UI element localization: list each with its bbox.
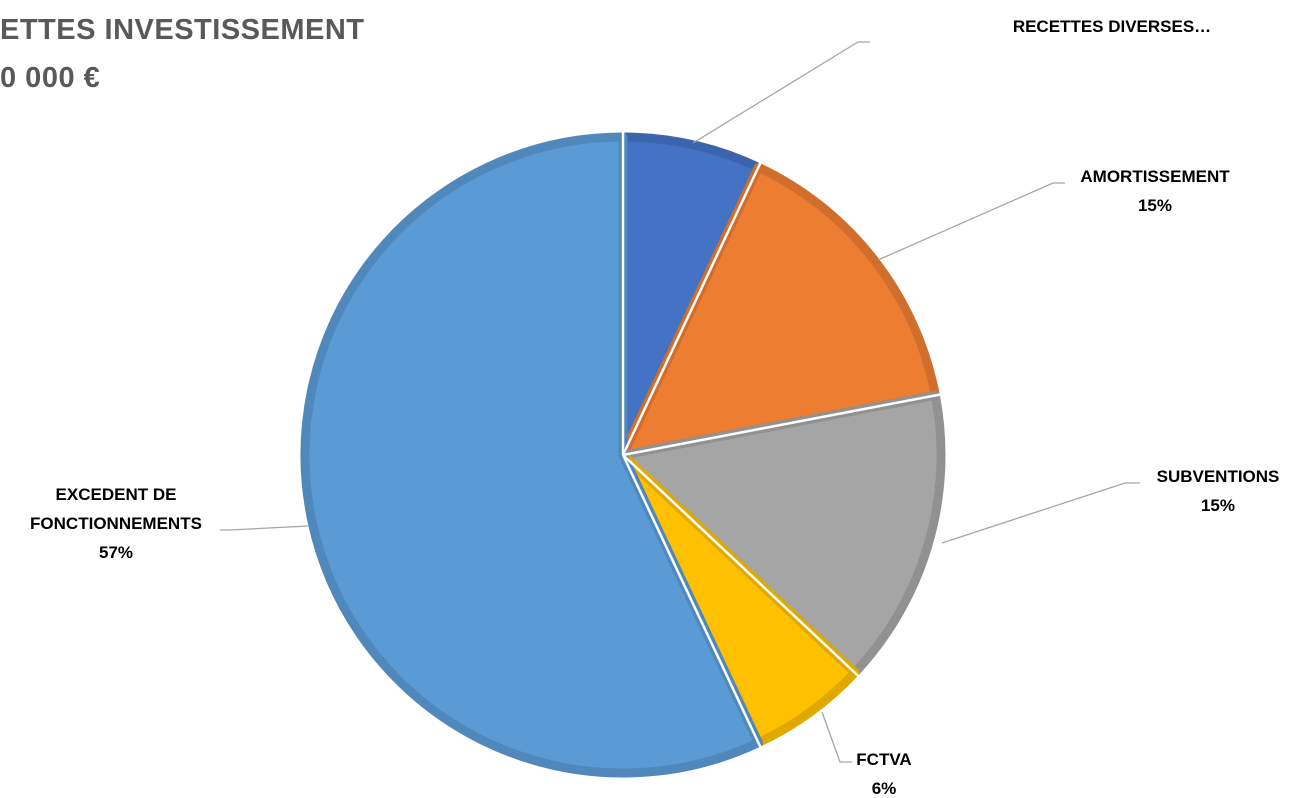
label-category: FCTVA bbox=[856, 750, 912, 769]
label-value: 15% bbox=[1200, 496, 1236, 515]
data-label: AMORTISSEMENT 15% bbox=[1080, 162, 1229, 220]
slice-separator bbox=[622, 393, 941, 457]
label-value: 15% bbox=[1137, 196, 1173, 215]
slice-separator bbox=[621, 162, 762, 456]
label-category: RECETTES DIVERSES… bbox=[1012, 17, 1212, 36]
label-value: 57% bbox=[98, 543, 134, 562]
pie-slice bbox=[618, 390, 946, 678]
label-category: EXCEDENT DE FONCTIONNEMENTS bbox=[30, 485, 202, 533]
pie-slice bbox=[618, 162, 940, 460]
slice-separator bbox=[621, 454, 762, 748]
data-label: EXCEDENT DE FONCTIONNEMENTS 57% bbox=[16, 480, 216, 567]
data-label: SUBVENTIONS 15% bbox=[1157, 462, 1280, 520]
chart-title: ETTES INVESTISSEMENT bbox=[0, 14, 365, 46]
leader-line bbox=[877, 182, 1065, 261]
leader-line bbox=[941, 482, 1140, 544]
leader-line bbox=[220, 525, 309, 531]
chart-subtitle: 0 000 € bbox=[0, 62, 101, 94]
label-category: SUBVENTIONS bbox=[1156, 467, 1280, 486]
leader-line bbox=[692, 41, 870, 144]
data-label: FCTVA 6% bbox=[856, 745, 911, 798]
pie-slice bbox=[300, 132, 763, 778]
label-value: 6% bbox=[871, 779, 897, 798]
leader-line bbox=[821, 711, 852, 763]
slice-separator bbox=[622, 454, 860, 678]
data-label: RECETTES DIVERSES… bbox=[1013, 12, 1211, 41]
label-category: AMORTISSEMENT bbox=[1080, 167, 1230, 186]
